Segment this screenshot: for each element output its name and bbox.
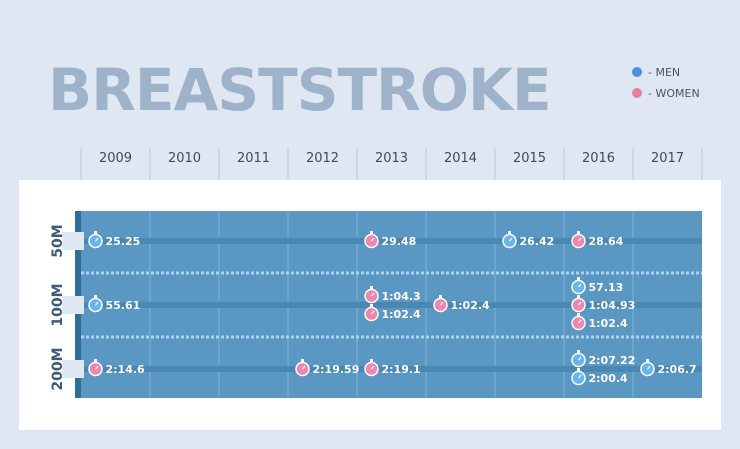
chart-title: BREASTSTROKE xyxy=(48,56,552,124)
women-time-marker: 28.64 xyxy=(571,231,624,249)
men-time-marker: 57.13 xyxy=(571,277,624,295)
women-time-marker: 2:19.59 xyxy=(295,359,360,377)
stopwatch-crown xyxy=(577,313,580,316)
stopwatch-crown xyxy=(439,295,442,298)
year-label: 2010 xyxy=(168,151,201,166)
women-time-marker: 1:02.4 xyxy=(364,304,422,322)
stopwatch-hand xyxy=(371,292,375,297)
women-time-marker: 1:02.4 xyxy=(433,295,491,313)
lane-line xyxy=(81,238,702,244)
stopwatch-crown xyxy=(94,231,97,234)
time-label: 2:06.7 xyxy=(658,363,697,376)
time-label: 1:02.4 xyxy=(451,299,491,312)
stopwatch-hand xyxy=(95,237,99,242)
women-time-marker: 1:04.93 xyxy=(571,295,636,313)
stopwatch-hand xyxy=(371,310,375,315)
men-time-marker: 25.25 xyxy=(88,231,141,249)
men-time-marker: 55.61 xyxy=(88,295,141,313)
year-label: 2014 xyxy=(444,151,477,166)
legend-label-men: - MEN xyxy=(648,65,681,79)
lane-label: 50M xyxy=(50,224,66,257)
time-label: 2:19.59 xyxy=(313,363,360,376)
legend-item-men: - MEN xyxy=(632,64,680,80)
time-label: 1:02.4 xyxy=(589,317,629,330)
time-label: 29.48 xyxy=(382,235,417,248)
stopwatch-crown xyxy=(370,304,373,307)
women-time-marker: 29.48 xyxy=(364,231,417,249)
stopwatch-crown xyxy=(577,231,580,234)
lane-label: 200M xyxy=(50,347,66,390)
women-time-marker: 2:14.6 xyxy=(88,359,146,377)
stopwatch-crown xyxy=(94,359,97,362)
stopwatch-hand xyxy=(371,365,375,370)
time-label: 2:14.6 xyxy=(106,363,146,376)
stopwatch-crown xyxy=(577,295,580,298)
year-label: 2013 xyxy=(375,151,408,166)
time-label: 2:00.4 xyxy=(589,372,629,385)
legend-item-women: - WOMEN xyxy=(632,85,700,101)
lane-line xyxy=(81,302,702,308)
stopwatch-hand xyxy=(578,374,582,379)
women-time-marker: 1:04.3 xyxy=(364,286,421,304)
stopwatch-hand xyxy=(95,365,99,370)
stopwatch-hand xyxy=(302,365,306,370)
lane-label: 100M xyxy=(50,283,66,326)
lane-line xyxy=(81,366,702,372)
time-label: 1:04.3 xyxy=(382,290,421,303)
men-time-marker: 26.42 xyxy=(502,231,555,249)
time-label: 57.13 xyxy=(589,281,624,294)
time-label: 1:02.4 xyxy=(382,308,422,321)
year-label: 2015 xyxy=(513,151,546,166)
stopwatch-hand xyxy=(578,319,582,324)
year-label: 2016 xyxy=(582,151,615,166)
legend-dot-men xyxy=(632,67,642,77)
time-label: 28.64 xyxy=(589,235,624,248)
stopwatch-hand xyxy=(578,283,582,288)
stopwatch-crown xyxy=(577,350,580,353)
stopwatch-crown xyxy=(301,359,304,362)
men-time-marker: 2:00.4 xyxy=(571,368,629,386)
stopwatch-crown xyxy=(370,286,373,289)
stopwatch-hand xyxy=(578,237,582,242)
stopwatch-hand xyxy=(578,301,582,306)
women-time-marker: 1:02.4 xyxy=(571,313,629,331)
starting-block xyxy=(62,232,84,250)
stopwatch-crown xyxy=(370,231,373,234)
year-label: 2012 xyxy=(306,151,339,166)
year-label: 2009 xyxy=(99,151,132,166)
stopwatch-hand xyxy=(578,356,582,361)
stopwatch-crown xyxy=(577,368,580,371)
time-label: 2:19.1 xyxy=(382,363,421,376)
men-time-marker: 2:06.7 xyxy=(640,359,697,377)
time-label: 55.61 xyxy=(106,299,141,312)
legend-label-women: - WOMEN xyxy=(648,86,700,100)
women-time-marker: 2:19.1 xyxy=(364,359,421,377)
stopwatch-hand xyxy=(95,301,99,306)
stopwatch-crown xyxy=(577,277,580,280)
stopwatch-hand xyxy=(371,237,375,242)
starting-block xyxy=(62,360,84,378)
stopwatch-hand xyxy=(509,237,513,242)
time-label: 1:04.93 xyxy=(589,299,636,312)
time-label: 25.25 xyxy=(106,235,141,248)
men-time-marker: 2:07.22 xyxy=(571,350,636,368)
stopwatch-crown xyxy=(646,359,649,362)
stopwatch-crown xyxy=(94,295,97,298)
legend-dot-women xyxy=(632,88,642,98)
stopwatch-crown xyxy=(508,231,511,234)
time-label: 26.42 xyxy=(520,235,555,248)
stopwatch-hand xyxy=(440,301,444,306)
time-label: 2:07.22 xyxy=(589,354,636,367)
year-label: 2017 xyxy=(651,151,684,166)
year-label: 2011 xyxy=(237,151,270,166)
stopwatch-hand xyxy=(647,365,651,370)
starting-block xyxy=(62,296,84,314)
stopwatch-crown xyxy=(370,359,373,362)
